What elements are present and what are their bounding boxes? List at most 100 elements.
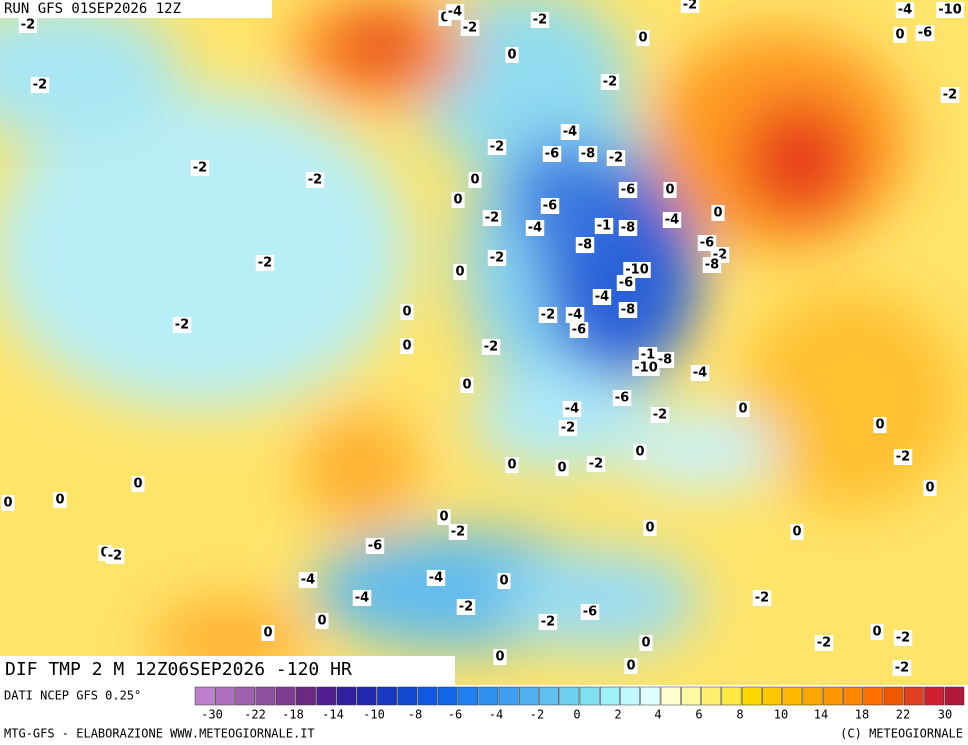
contour-label-bg: [736, 401, 750, 417]
contour-label: 0: [495, 650, 504, 665]
contour-label: 0: [738, 402, 747, 417]
contour-label-bg: [893, 27, 907, 43]
contour-label: 0: [641, 636, 650, 651]
product-box: [0, 656, 455, 685]
contour-label: -6: [700, 236, 714, 251]
contour-label: -2: [683, 0, 697, 13]
contour-label: -2: [33, 78, 47, 93]
contour-label-bg: [400, 304, 414, 320]
colorbar-swatch: [458, 686, 478, 706]
contour-label: 0: [263, 626, 272, 641]
contour-label-bg: [662, 212, 682, 228]
contour-label: -2: [755, 591, 769, 606]
contour-labels: -2-2-2-2-200-4-20-2-4 -10-60-2-2-2-2-2-4-…: [1, 0, 964, 676]
contour-label: -4: [693, 366, 707, 381]
colorbar-tick-label: -2: [530, 708, 544, 722]
contour-label: -2: [541, 308, 555, 323]
colorbar-tick-label: -18: [282, 708, 304, 722]
contour-label: 0: [645, 521, 654, 536]
contour-label-bg: [655, 352, 675, 368]
contour-label-bg: [895, 2, 915, 18]
contour-label: 0: [626, 659, 635, 674]
contour-label-bg: [482, 210, 502, 226]
contour-label: -6: [368, 539, 382, 554]
contour-label-bg: [711, 205, 725, 221]
contour-label-bg: [575, 237, 595, 253]
contour-label-bg: [680, 0, 700, 13]
contour-label: 0: [713, 206, 722, 221]
contour-label: 0: [55, 493, 64, 508]
contour-label-bg: [505, 457, 519, 473]
colorbar-tick-label: -30: [201, 708, 223, 722]
contour-label-bg: [555, 460, 569, 476]
colorbar-swatch: [194, 686, 215, 706]
contour-label: -6: [583, 605, 597, 620]
contour-label: -10: [625, 263, 649, 278]
contour-label: 0: [439, 510, 448, 525]
contour-label-bg: [558, 420, 578, 436]
contour-label: 0: [402, 305, 411, 320]
colorbar-swatch: [417, 686, 438, 706]
colorbar-tick-label: 6: [695, 708, 702, 722]
contour-label-bg: [562, 401, 582, 417]
contour-label-bg: [30, 77, 50, 93]
contour-label: -4: [563, 125, 577, 140]
contour-label: -6: [918, 26, 932, 41]
colorbar-swatch: [822, 686, 843, 706]
colorbar-swatch: [255, 686, 276, 706]
contour-label: 0: [3, 496, 12, 511]
contour-label: 0: [507, 48, 516, 63]
colorbar-swatch: [903, 686, 924, 706]
contour-label-bg: [633, 444, 647, 460]
colorbar-swatch: [944, 686, 965, 706]
run-title: RUN GFS 01SEP2026 12Z: [4, 1, 181, 17]
contour-label: 0: [470, 173, 479, 188]
colorbar-swatch: [296, 686, 316, 706]
contour-label-bg: [255, 255, 275, 271]
contour-label-bg: [940, 87, 960, 103]
colorbar-swatch: [478, 686, 499, 706]
contour-label: 0: [100, 546, 109, 561]
colorbar-swatch: [518, 686, 539, 706]
contour-label-bg: [445, 4, 465, 20]
contour-label: 0: [792, 525, 801, 540]
contour-label-bg: [437, 509, 451, 525]
contour-label: 0: [453, 193, 462, 208]
colorbar-swatch: [681, 686, 701, 706]
contour-label: 0: [317, 614, 326, 629]
contour-label: -8: [621, 303, 635, 318]
colorbar-swatch: [397, 686, 418, 706]
contour-label: 0: [557, 461, 566, 476]
contour-label-bg: [643, 520, 657, 536]
contour-label-bg: [540, 198, 560, 214]
contour-label-bg: [460, 377, 474, 393]
contour-label: -4: [301, 573, 315, 588]
colorbar-swatch: [600, 686, 620, 706]
contour-label-bg: [814, 635, 834, 651]
header-box: [0, 0, 272, 18]
colorbar-swatch: [802, 686, 823, 706]
credit: MTG-GFS - ELABORAZIONE WWW.METEOGIORNALE…: [4, 727, 315, 741]
colorbar-swatch: [437, 686, 458, 706]
contour-label: -4: [898, 3, 912, 18]
colorbar-swatch: [620, 686, 641, 706]
colorbar-swatch: [215, 686, 235, 706]
contour-label-bg: [400, 338, 414, 354]
contour-label-bg: [592, 289, 612, 305]
colorbar-swatch: [275, 686, 296, 706]
contour-label-bg: [460, 20, 480, 36]
colorbar-tick-label: 2: [614, 708, 621, 722]
contour-label: -4: [355, 591, 369, 606]
contour-label-bg: [352, 590, 372, 606]
colorbar-tick-label: -8: [408, 708, 422, 722]
contour-label-bg: [530, 12, 550, 28]
contour-label-bg: [481, 339, 501, 355]
colorbar-tick-label: -22: [244, 708, 266, 722]
colorbar-tick-label: 8: [736, 708, 743, 722]
contour-label-bg: [505, 47, 519, 63]
contour-label: -6: [543, 199, 557, 214]
contour-label: -4: [429, 571, 443, 586]
colorbar-tick-label: 0: [573, 708, 580, 722]
contour-label: 0: [462, 378, 471, 393]
contour-label-bg: [600, 74, 620, 90]
